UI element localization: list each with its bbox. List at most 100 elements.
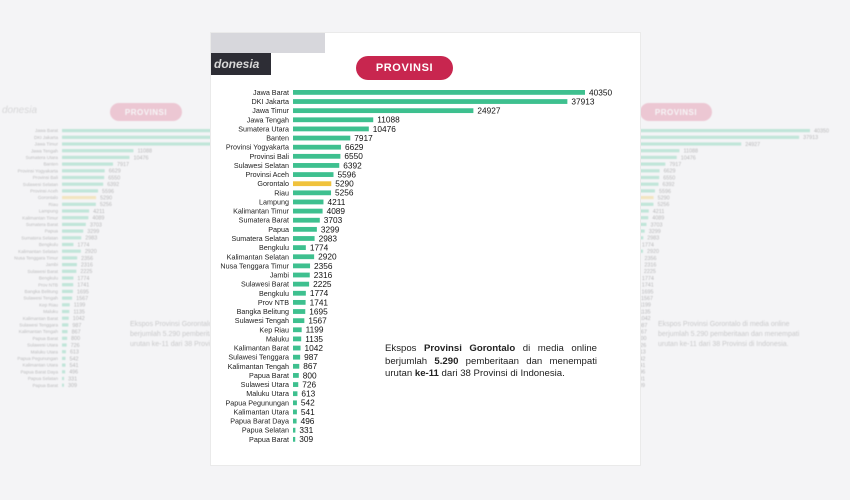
main-bar bbox=[293, 254, 315, 260]
ghost-left-value-label: 11088 bbox=[137, 149, 152, 155]
main-category-label: Prov NTB bbox=[258, 298, 289, 307]
ghost-right-bar bbox=[630, 149, 680, 153]
ghost-right-value-label: 331 bbox=[636, 376, 645, 382]
ghost-left-value-label: 1042 bbox=[73, 316, 85, 322]
ghost-left-category-label: Kalimantan Selatan bbox=[18, 249, 58, 254]
main-bar bbox=[293, 172, 334, 177]
ghost-right-value-label: 613 bbox=[637, 350, 646, 356]
main-category-label: Jambi bbox=[270, 271, 290, 280]
main-category-label: Sumatera Barat bbox=[239, 216, 289, 225]
ghost-left-bar bbox=[62, 162, 114, 166]
main-category-label: Kalimantan Selatan bbox=[227, 252, 289, 261]
ghost-left-bar bbox=[62, 336, 68, 340]
main-bar bbox=[293, 90, 585, 95]
main-value-label: 24927 bbox=[477, 106, 500, 116]
ghost-left-value-label: 2356 bbox=[81, 256, 93, 262]
header-strip bbox=[211, 33, 325, 53]
ghost-right-value-label: 800 bbox=[638, 336, 647, 342]
caption-count: 5.290 bbox=[434, 355, 459, 367]
main-category-label: DKI Jakarta bbox=[251, 97, 289, 106]
ghost-right-value-label: 309 bbox=[636, 383, 645, 389]
ghost-left-value-label: 10476 bbox=[134, 155, 149, 161]
ghost-right-bar bbox=[630, 202, 654, 206]
ghost-right-note: Ekspos Provinsi Gorontalo di media onlin… bbox=[658, 321, 800, 348]
main-category-label: Gorontalo bbox=[257, 179, 289, 188]
main-value-label: 309 bbox=[299, 434, 313, 444]
main-category-label: Kalimantan Tengah bbox=[228, 362, 289, 371]
main-value-label: 331 bbox=[299, 425, 313, 435]
main-bar bbox=[293, 263, 311, 269]
ghost-left-value-label: 331 bbox=[68, 376, 77, 382]
ghost-left-bar bbox=[62, 376, 65, 381]
ghost-left-value-label: 4211 bbox=[93, 209, 105, 215]
main-value-label: 5596 bbox=[337, 169, 356, 179]
ghost-left-bar bbox=[62, 269, 77, 273]
ghost-left-bar bbox=[62, 283, 74, 287]
ghost-left-category-label: Sumatera Barat bbox=[26, 222, 59, 227]
main-bar bbox=[293, 363, 300, 369]
ghost-left-value-label: 541 bbox=[69, 363, 78, 369]
main-bar bbox=[293, 336, 302, 342]
ghost-left-category-label: Provinsi Yogyakarta bbox=[18, 168, 59, 173]
ghost-right-bar bbox=[630, 189, 655, 193]
main-value-label: 40350 bbox=[589, 87, 612, 97]
ghost-left-category-label: Bengkulu bbox=[39, 242, 59, 247]
ghost-left-bar bbox=[62, 216, 89, 220]
main-bar bbox=[293, 190, 332, 196]
ghost-right-value-label: 5290 bbox=[658, 195, 670, 201]
main-bar bbox=[293, 309, 306, 314]
ghost-right-value-label: 40350 bbox=[814, 128, 829, 134]
ghost-left-bar bbox=[62, 189, 99, 193]
main-value-label: 6392 bbox=[343, 160, 362, 170]
ghost-left-category-label: Maluku Utara bbox=[31, 349, 59, 354]
main-value-label: 37913 bbox=[571, 96, 594, 106]
ghost-right-bar bbox=[630, 182, 659, 186]
ghost-right-value-label: 2225 bbox=[644, 269, 656, 275]
main-value-label: 5290 bbox=[335, 179, 354, 189]
main-value-label: 800 bbox=[303, 370, 317, 380]
ghost-left-bar bbox=[62, 236, 82, 240]
main-value-label: 542 bbox=[301, 398, 315, 408]
ghost-right-value-label: 541 bbox=[636, 363, 645, 369]
main-value-label: 7917 bbox=[354, 133, 373, 143]
main-category-label: Sulawesi Barat bbox=[241, 280, 289, 289]
ghost-left-value-label: 726 bbox=[71, 343, 80, 349]
ghost-left-bar bbox=[62, 316, 69, 320]
ghost-left-bar bbox=[62, 363, 66, 367]
main-category-label: Nusa Tenggara Timur bbox=[220, 261, 289, 270]
main-bar bbox=[293, 391, 298, 397]
ghost-left-bar bbox=[62, 149, 134, 153]
ghost-left-value-label: 1695 bbox=[77, 289, 89, 295]
ghost-left-category-label: Kep Riau bbox=[39, 302, 58, 307]
main-value-label: 1199 bbox=[306, 325, 324, 335]
ghost-left-category-label: Bangka Belitung bbox=[25, 289, 59, 294]
ghost-left-value-label: 6550 bbox=[108, 175, 120, 181]
ghost-left-value-label: 613 bbox=[70, 350, 79, 356]
main-bar bbox=[293, 117, 374, 123]
main-category-label: Provinsi Aceh bbox=[245, 170, 289, 179]
ghost-left-bar bbox=[62, 256, 78, 260]
ghost-left-bar bbox=[62, 135, 230, 139]
main-bar bbox=[293, 208, 323, 214]
ghost-left-category-label: Prov NTB bbox=[38, 282, 58, 287]
ghost-left-category-label: Maluku bbox=[43, 309, 58, 314]
main-value-label: 3299 bbox=[321, 224, 340, 234]
provinsi-pill: PROVINSI bbox=[356, 56, 453, 80]
caption-part-3: pemberitaan dan menempati urutan bbox=[385, 355, 597, 380]
ghost-left-bar bbox=[62, 209, 90, 213]
main-category-label: Kalimantan Timur bbox=[233, 207, 290, 216]
ghost-left-bar bbox=[62, 350, 66, 354]
main-value-label: 3703 bbox=[324, 215, 343, 225]
main-value-label: 2316 bbox=[314, 270, 333, 280]
main-category-label: Papua Selatan bbox=[242, 426, 289, 435]
province-bar-chart: Jawa Barat 40350 DKI Jakarta 37913 Jawa Timu… bbox=[220, 87, 612, 444]
ghost-left-bar bbox=[62, 383, 64, 387]
ghost-right-value-label: 7917 bbox=[669, 162, 681, 168]
ghost-left-bar bbox=[62, 169, 105, 173]
ghost-left-category-label: Gorontalo bbox=[38, 195, 59, 200]
ghost-left-category-label: Kalimantan Utara bbox=[23, 363, 59, 368]
main-bar bbox=[293, 199, 324, 205]
main-category-label: Bengkulu bbox=[259, 243, 289, 252]
ghost-right-value-label: 726 bbox=[637, 343, 646, 349]
ghost-right-value-label: 6550 bbox=[663, 175, 675, 181]
